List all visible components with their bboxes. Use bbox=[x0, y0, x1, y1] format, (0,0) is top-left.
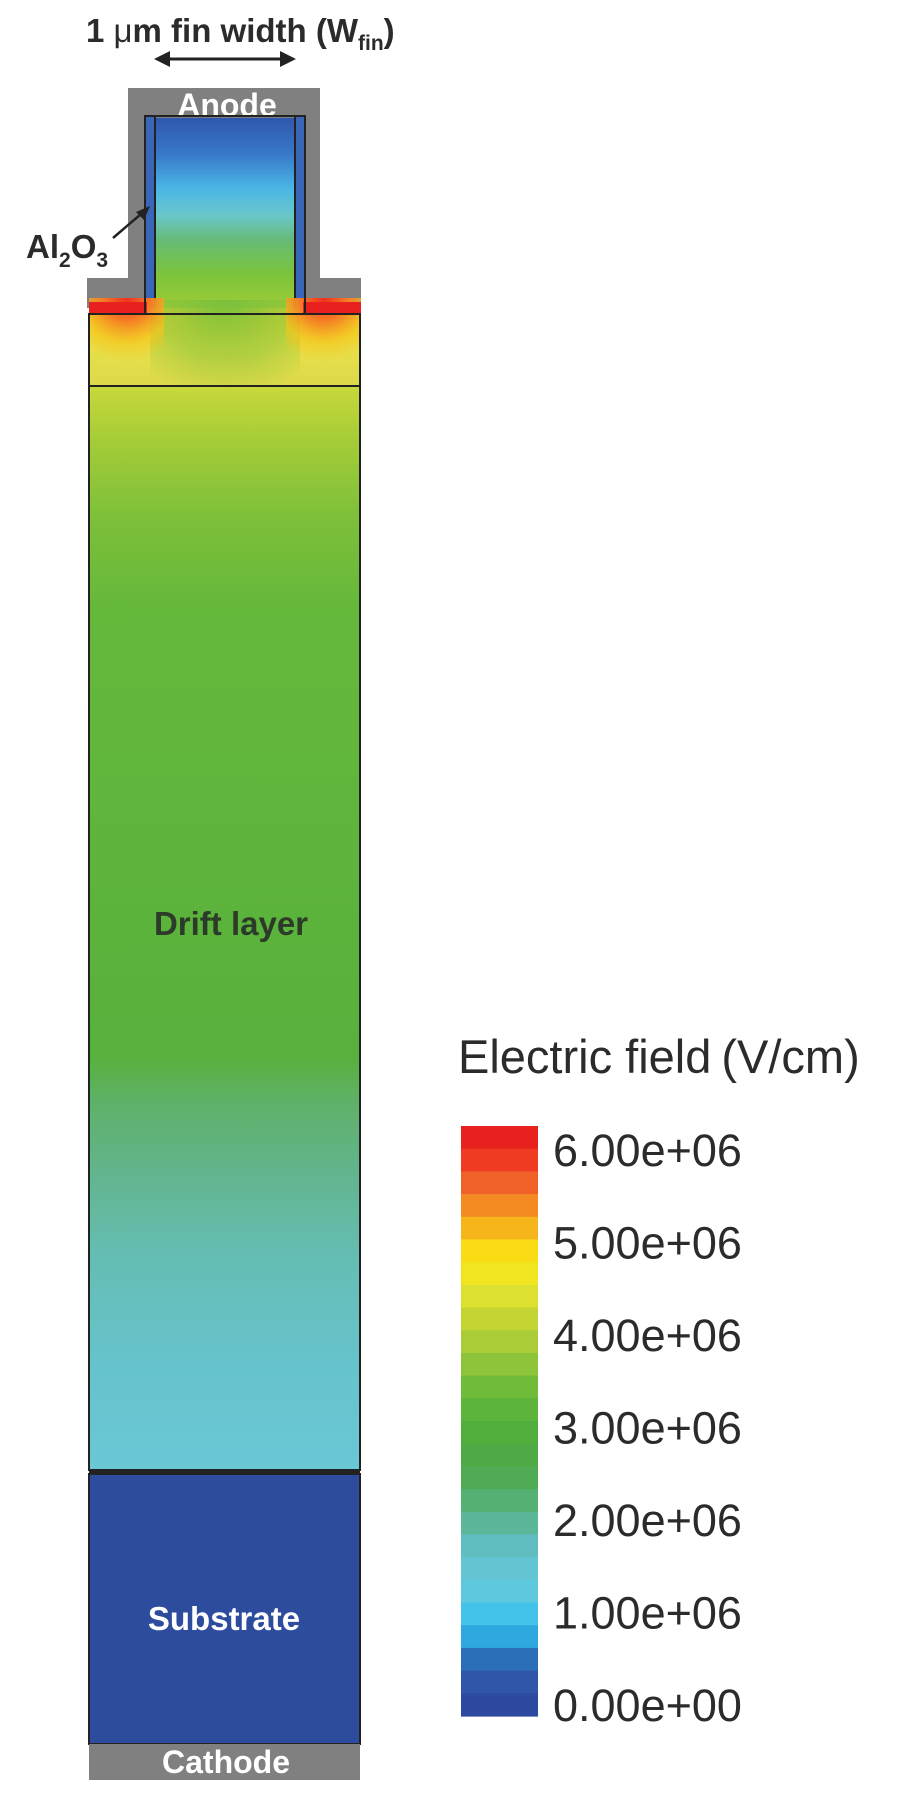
colorbar-band bbox=[461, 1511, 538, 1536]
colorbar-band bbox=[461, 1443, 538, 1467]
oxide-arrow bbox=[112, 206, 150, 239]
legend-title: Electric field (V/cm) bbox=[458, 1030, 860, 1083]
cathode-metal bbox=[89, 1744, 360, 1780]
colorbar-legend: Electric field (V/cm) 6.00e+06 5.00e+06 4.0… bbox=[458, 1030, 860, 1731]
colorbar-band bbox=[461, 1239, 538, 1263]
colorbar-band bbox=[461, 1126, 538, 1150]
colorbar-band bbox=[461, 1352, 538, 1377]
colorbar-band bbox=[461, 1307, 538, 1331]
colorbar-tick-label: 2.00e+06 bbox=[553, 1495, 742, 1546]
drift-layer bbox=[89, 386, 360, 1470]
substrate-label: Substrate bbox=[148, 1600, 300, 1637]
colorbar-band bbox=[461, 1421, 538, 1445]
fin-body bbox=[155, 118, 295, 314]
hotspot-strip-right bbox=[303, 302, 361, 314]
anode-label: Anode bbox=[177, 87, 277, 123]
trench-outline bbox=[88, 313, 361, 1471]
cathode-label: Cathode bbox=[162, 1744, 290, 1780]
colorbar-band bbox=[461, 1171, 538, 1195]
colorbar-tick-label: 0.00e+00 bbox=[553, 1680, 742, 1731]
colorbar-band bbox=[461, 1330, 538, 1354]
colorbar-tick-label: 3.00e+06 bbox=[553, 1403, 742, 1454]
colorbar-tick-label: 1.00e+06 bbox=[553, 1588, 742, 1639]
colorbar-band bbox=[461, 1148, 538, 1172]
fin-width-label: 1 μm fin width (Wfin) bbox=[86, 12, 395, 55]
oxide-liner-left bbox=[144, 115, 156, 315]
colorbar-band bbox=[461, 1602, 538, 1626]
oxide-label: Al2O3 bbox=[26, 228, 108, 272]
colorbar-ticks: 6.00e+06 5.00e+06 4.00e+06 3.00e+06 2.00e+06… bbox=[553, 1125, 742, 1731]
colorbar-band bbox=[461, 1647, 538, 1672]
colorbar-band bbox=[461, 1693, 538, 1717]
colorbar-band bbox=[461, 1625, 538, 1649]
colorbar-band bbox=[461, 1466, 538, 1490]
colorbar-band bbox=[461, 1670, 538, 1694]
colorbar-band bbox=[461, 1579, 538, 1604]
colorbar-band bbox=[461, 1375, 538, 1399]
colorbar-band bbox=[461, 1489, 538, 1513]
colorbar-band bbox=[461, 1534, 538, 1558]
oxide-liner-right bbox=[294, 115, 306, 315]
colorbar bbox=[461, 1126, 538, 1717]
colorbar-band bbox=[461, 1557, 538, 1581]
colorbar-tick-label: 6.00e+06 bbox=[553, 1125, 742, 1176]
hotspot-strip-left bbox=[89, 302, 147, 314]
colorbar-tick-label: 5.00e+06 bbox=[553, 1218, 742, 1269]
colorbar-band bbox=[461, 1284, 538, 1309]
drift-layer-label: Drift layer bbox=[154, 905, 308, 942]
colorbar-band bbox=[461, 1262, 538, 1286]
colorbar-band bbox=[461, 1398, 538, 1422]
colorbar-band bbox=[461, 1216, 538, 1241]
colorbar-tick-label: 4.00e+06 bbox=[553, 1310, 742, 1361]
fin-width-arrow bbox=[154, 51, 296, 67]
colorbar-band bbox=[461, 1194, 538, 1218]
